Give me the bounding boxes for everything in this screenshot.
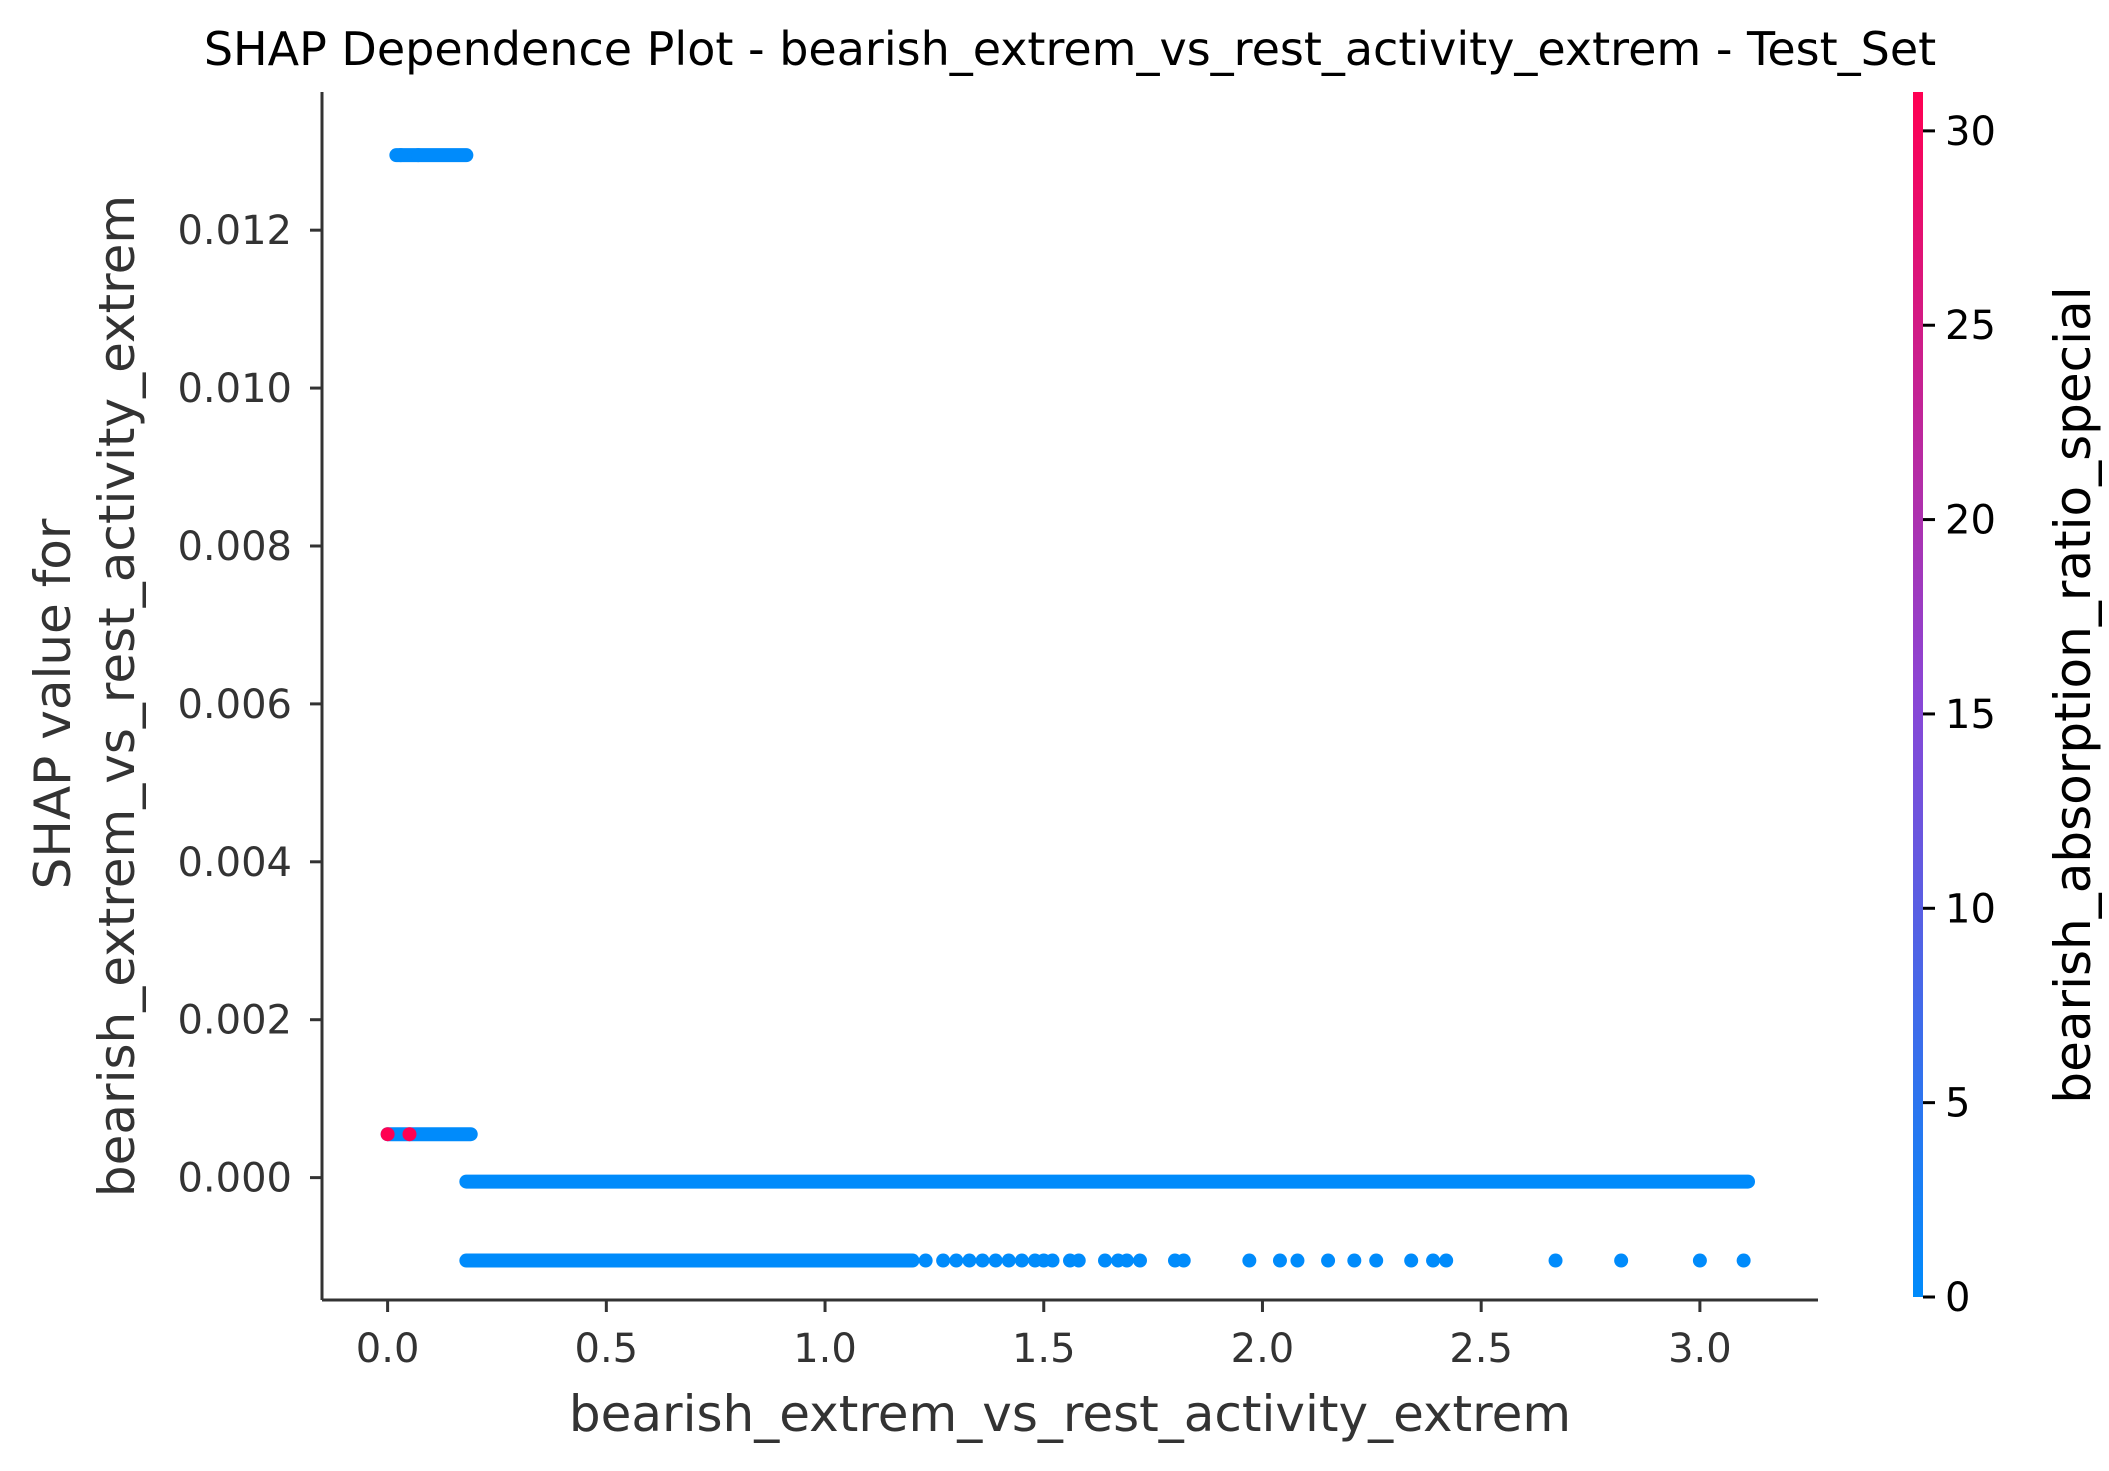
scatter-point <box>1404 1253 1419 1268</box>
scatter-point <box>1614 1253 1629 1268</box>
scatter-point <box>1097 1253 1112 1268</box>
scatter-point <box>1369 1253 1384 1268</box>
scatter-point <box>1119 1253 1134 1268</box>
band-layer <box>380 148 1756 1268</box>
scatter-point <box>988 1253 1003 1268</box>
scatter-point <box>1692 1253 1707 1268</box>
colorbar-label: bearish_absorption_ratio_special <box>2044 286 2102 1103</box>
y-axis-label-line-2: bearish_extrem_vs_rest_activity_extrem <box>88 195 146 1197</box>
y-tick-label: 0.002 <box>177 998 292 1044</box>
chart-title: SHAP Dependence Plot - bearish_extrem_vs… <box>204 22 1936 76</box>
scatter-point <box>380 1127 395 1142</box>
scatter-point <box>1001 1253 1016 1268</box>
colorbar-tick-label: 0 <box>1945 1275 1970 1321</box>
scatter-point <box>936 1253 951 1268</box>
y-tick-label: 0.008 <box>177 524 292 570</box>
scatter-point <box>1045 1253 1060 1268</box>
colorbar-tick-label: 10 <box>1945 886 1996 932</box>
plot-area <box>380 148 1756 1268</box>
x-tick-label: 1.0 <box>793 1326 857 1372</box>
scatter-point <box>918 1253 933 1268</box>
y-axis-label-line-1: SHAP value for <box>24 518 82 889</box>
x-tick-label: 0.0 <box>356 1326 420 1372</box>
scatter-point <box>1439 1253 1454 1268</box>
scatter-point <box>975 1253 990 1268</box>
y-tick-label: 0.010 <box>177 366 292 412</box>
scatter-point <box>1347 1253 1362 1268</box>
scatter-point <box>1736 1253 1751 1268</box>
x-tick-label: 0.5 <box>575 1326 639 1372</box>
scatter-point <box>393 148 408 163</box>
y-axis-ticks: 0.000 0.002 0.004 0.006 0.008 0.010 0.012 <box>177 208 322 1202</box>
scatter-point <box>1290 1253 1305 1268</box>
x-tick-label: 1.5 <box>1012 1326 1076 1372</box>
colorbar-tick-label: 15 <box>1945 692 1996 738</box>
x-tick-label: 3.0 <box>1668 1326 1732 1372</box>
colorbar: 0 5 10 15 20 25 30 <box>1913 92 1996 1321</box>
scatter-point <box>1071 1253 1086 1268</box>
y-tick-label: 0.012 <box>177 208 292 254</box>
colorbar-tick-label: 5 <box>1945 1081 1970 1127</box>
scatter-point <box>1321 1253 1336 1268</box>
scatter-point <box>402 1127 417 1142</box>
scatter-point <box>1014 1253 1029 1268</box>
colorbar-tick-label: 25 <box>1945 303 1996 349</box>
scatter-point <box>1242 1253 1257 1268</box>
scatter-point <box>1548 1253 1563 1268</box>
scatter-point <box>1132 1253 1147 1268</box>
colorbar-tick-label: 20 <box>1945 498 1996 544</box>
x-tick-label: 2.0 <box>1231 1326 1295 1372</box>
y-tick-label: 0.004 <box>177 840 292 886</box>
x-tick-label: 2.5 <box>1449 1326 1513 1372</box>
scatter-point <box>962 1253 977 1268</box>
scatter-point <box>1176 1253 1191 1268</box>
y-tick-label: 0.006 <box>177 682 292 728</box>
x-axis-ticks: 0.0 0.5 1.0 1.5 2.0 2.5 3.0 <box>356 1300 1732 1372</box>
colorbar-ticks: 0 5 10 15 20 25 30 <box>1923 109 1996 1321</box>
scatter-point <box>1426 1253 1441 1268</box>
colorbar-gradient <box>1913 92 1923 1297</box>
colorbar-tick-label: 30 <box>1945 109 1996 155</box>
y-tick-label: 0.000 <box>177 1156 292 1202</box>
scatter-point <box>1272 1253 1287 1268</box>
y-axis-label: SHAP value for bearish_extrem_vs_rest_ac… <box>24 195 146 1197</box>
scatter-point <box>411 148 426 163</box>
x-axis-label: bearish_extrem_vs_rest_activity_extrem <box>569 1385 1571 1443</box>
point-layer <box>380 148 1751 1268</box>
scatter-point <box>949 1253 964 1268</box>
